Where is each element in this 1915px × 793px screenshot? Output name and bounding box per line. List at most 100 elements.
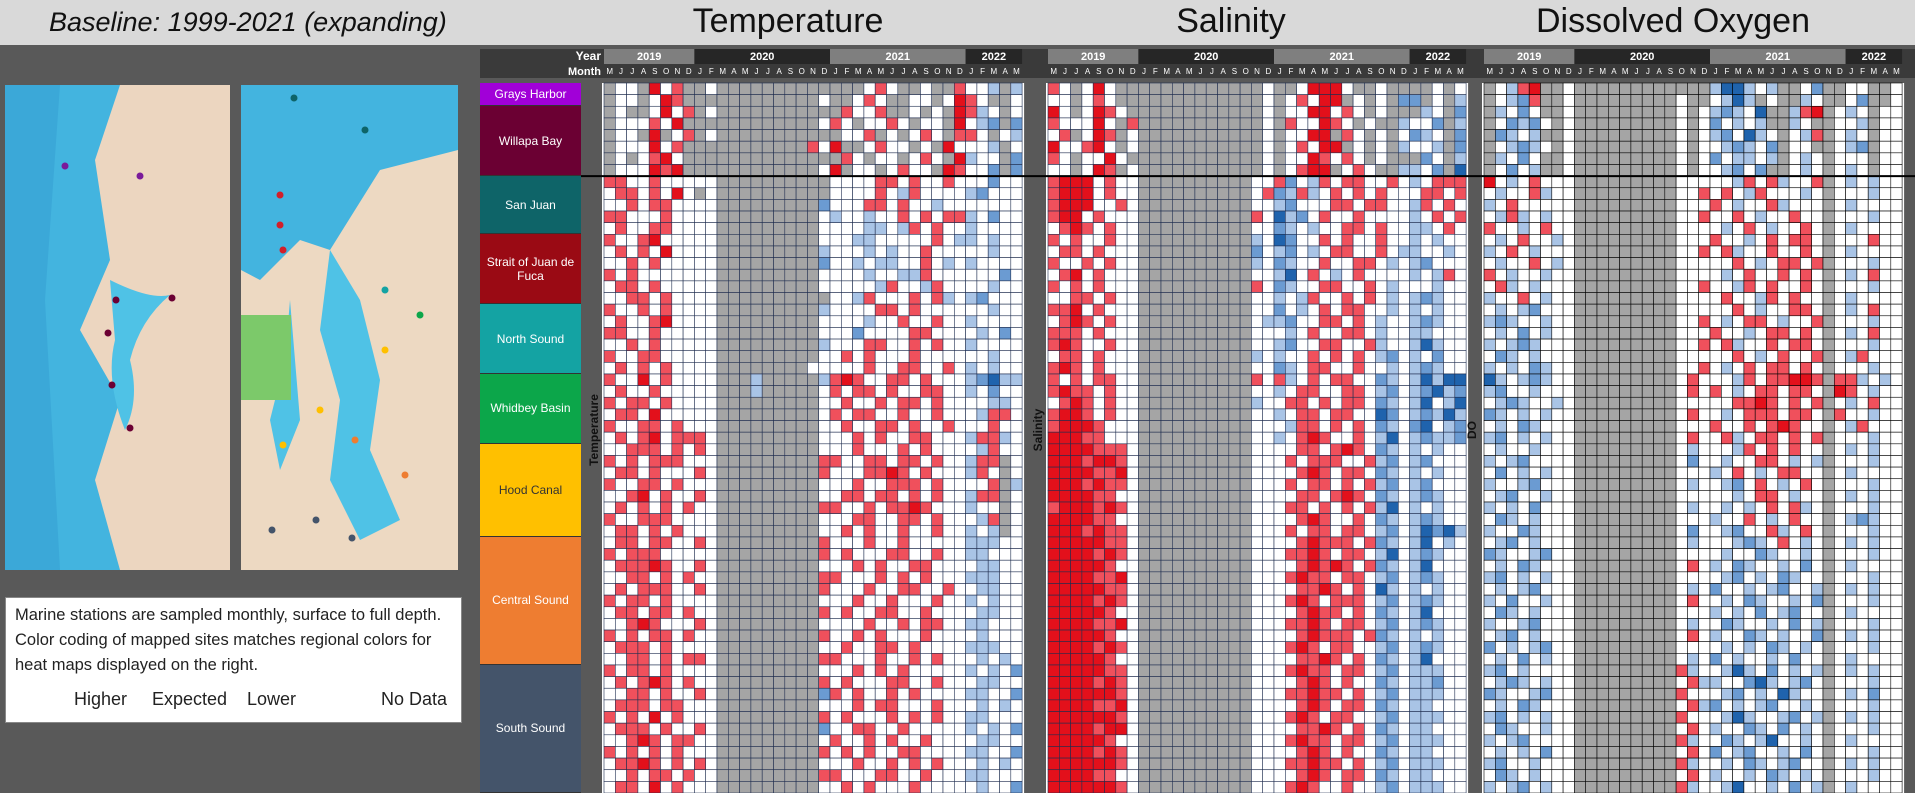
heat-cell (1410, 467, 1421, 479)
heat-cell (762, 537, 773, 549)
heat-cell (1444, 351, 1455, 363)
heat-cell (1229, 432, 1240, 444)
heat-cell (853, 327, 864, 339)
heat-cell (1455, 223, 1466, 235)
heat-cell (615, 269, 626, 281)
heat-cell (943, 537, 954, 549)
heat-cell (1285, 188, 1296, 200)
heat-cell (1082, 188, 1093, 200)
heat-cell (1398, 269, 1409, 281)
heat-cell (1229, 409, 1240, 421)
heat-cell (1342, 281, 1353, 293)
heat-cell (1331, 83, 1342, 95)
heat-cell (706, 164, 717, 176)
heat-cell (672, 549, 683, 561)
heat-cell (683, 712, 694, 724)
heat-cell (1455, 537, 1466, 549)
heat-cell (1308, 269, 1319, 281)
heat-cell (1251, 572, 1262, 584)
heat-cell (909, 281, 920, 293)
heat-cell (1161, 735, 1172, 747)
heat-cell (796, 234, 807, 246)
heat-cell (1011, 572, 1022, 584)
heat-cell (1507, 106, 1518, 118)
heat-cell (1410, 549, 1421, 561)
heat-cell (1274, 95, 1285, 107)
heat-cell (1229, 339, 1240, 351)
heat-cell (1364, 176, 1375, 188)
heat-cell (1082, 211, 1093, 223)
heat-cell (1161, 432, 1172, 444)
heat-cell (661, 95, 672, 107)
heat-cell (1000, 455, 1011, 467)
heat-cell (672, 688, 683, 700)
heat-cell (966, 537, 977, 549)
heat-cell (977, 211, 988, 223)
heat-cell (1308, 537, 1319, 549)
heat-cell (1195, 467, 1206, 479)
heat-cell (751, 758, 762, 770)
map-right (241, 85, 458, 570)
heat-cell (627, 118, 638, 130)
heat-cell (796, 293, 807, 305)
heat-cell (1364, 770, 1375, 782)
heat-cell (1206, 607, 1217, 619)
heat-cell (1093, 758, 1104, 770)
heat-cell (1342, 339, 1353, 351)
heat-cell (762, 281, 773, 293)
heat-cell (932, 421, 943, 433)
heat-cell (717, 199, 728, 211)
heat-cell (1631, 118, 1642, 130)
heat-cell (1105, 607, 1116, 619)
heat-cell (864, 316, 875, 328)
heat-cell (1308, 770, 1319, 782)
heat-cell (728, 560, 739, 572)
heat-cell (977, 572, 988, 584)
heat-cell (785, 467, 796, 479)
heat-cell (762, 211, 773, 223)
heat-cell (1161, 770, 1172, 782)
heat-cell (661, 153, 672, 165)
heat-cell (1240, 130, 1251, 142)
heat-cell (1812, 164, 1823, 176)
heat-cell (1161, 293, 1172, 305)
heat-cell (728, 339, 739, 351)
heat-cell (774, 723, 785, 735)
heat-cell (1105, 141, 1116, 153)
heat-cell (1274, 572, 1285, 584)
heat-cell (853, 455, 864, 467)
heat-cell (1342, 141, 1353, 153)
heat-cell (717, 234, 728, 246)
heat-cell (966, 607, 977, 619)
heat-cell (932, 258, 943, 270)
heat-cell (649, 502, 660, 514)
heat-cell (1597, 141, 1608, 153)
heat-cell (864, 351, 875, 363)
heat-cell (1184, 246, 1195, 258)
heat-cell (1353, 455, 1364, 467)
heat-cell (1353, 188, 1364, 200)
month-label: J (630, 67, 634, 76)
heat-cell (954, 176, 965, 188)
heat-cell (1387, 269, 1398, 281)
heat-cell (909, 630, 920, 642)
heat-cell (988, 444, 999, 456)
heat-cell (1308, 130, 1319, 142)
heat-cell (966, 176, 977, 188)
heat-cell (909, 735, 920, 747)
heat-cell (762, 153, 773, 165)
heat-cell (649, 688, 660, 700)
heat-cell (1421, 549, 1432, 561)
heat-cell (683, 607, 694, 619)
heat-cell (694, 490, 705, 502)
heat-cell (717, 339, 728, 351)
heat-cell (1455, 688, 1466, 700)
heat-cell (627, 141, 638, 153)
heat-cell (1127, 746, 1138, 758)
heat-cell (785, 211, 796, 223)
heat-cell (1410, 234, 1421, 246)
heat-cell (774, 153, 785, 165)
heat-cell (954, 723, 965, 735)
heat-cell (1218, 537, 1229, 549)
heat-cell (943, 83, 954, 95)
